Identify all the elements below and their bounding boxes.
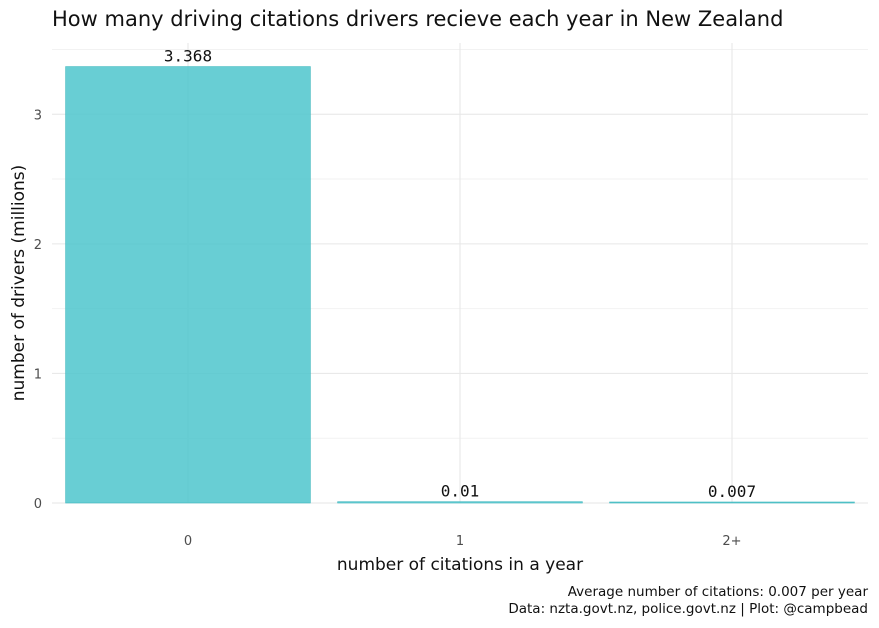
bar-0 xyxy=(65,66,311,504)
bar-2plus xyxy=(609,501,855,504)
x-axis-ticks: 0 1 2+ xyxy=(184,534,742,549)
y-axis-title: number of drivers (millions) xyxy=(9,165,29,402)
data-label: 0.007 xyxy=(708,482,756,501)
y-tick-label: 2 xyxy=(34,238,42,253)
y-tick-label: 3 xyxy=(34,108,42,123)
y-tick-label: 1 xyxy=(34,367,42,382)
caption-average: Average number of citations: 0.007 per y… xyxy=(568,584,869,600)
bars xyxy=(65,66,855,504)
x-tick-label: 2+ xyxy=(722,534,741,549)
caption-source: Data: nzta.govt.nz, police.govt.nz | Plo… xyxy=(508,601,868,617)
chart-title: How many driving citations drivers recie… xyxy=(52,7,783,31)
x-tick-label: 0 xyxy=(184,534,192,549)
bar-1 xyxy=(337,501,583,504)
data-labels: 3.368 0.01 0.007 xyxy=(164,47,756,501)
y-tick-label: 0 xyxy=(34,497,42,512)
y-axis-ticks: 0 1 2 3 xyxy=(34,108,42,512)
x-axis-title: number of citations in a year xyxy=(337,555,583,575)
data-label: 3.368 xyxy=(164,47,212,66)
data-label: 0.01 xyxy=(441,482,480,501)
x-tick-label: 1 xyxy=(456,534,464,549)
